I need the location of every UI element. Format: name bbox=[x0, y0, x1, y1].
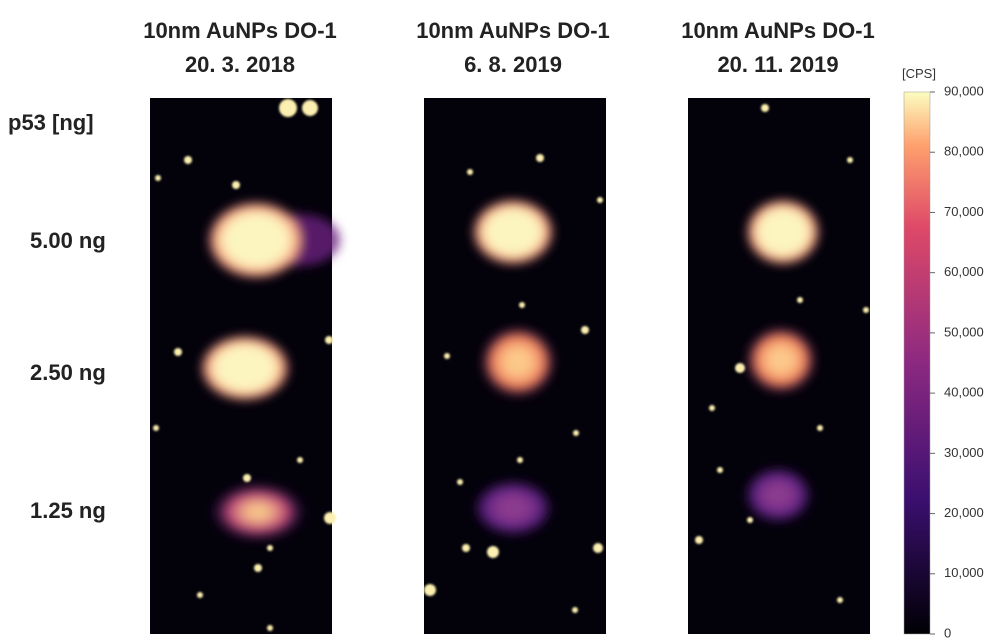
panel-title: 10nm AuNPs DO-1 bbox=[416, 18, 610, 43]
tick-label: 30,000 bbox=[944, 445, 984, 460]
tick-label: 20,000 bbox=[944, 505, 984, 520]
tick-label: 80,000 bbox=[944, 144, 984, 159]
panel-title: 10nm AuNPs DO-1 bbox=[681, 18, 875, 43]
panel-title: 20. 11. 2019 bbox=[717, 52, 838, 77]
colorbar bbox=[904, 92, 930, 634]
tick-label: 0 bbox=[944, 625, 951, 640]
image-panel bbox=[424, 98, 606, 634]
row-label: 2.50 ng bbox=[30, 360, 106, 385]
tick-label: 50,000 bbox=[944, 324, 984, 339]
tick-label: 60,000 bbox=[944, 264, 984, 279]
row-label: 5.00 ng bbox=[30, 228, 106, 253]
row-header: p53 [ng] bbox=[8, 110, 94, 135]
tick-label: 90,000 bbox=[944, 83, 984, 98]
panel-title: 10nm AuNPs DO-1 bbox=[143, 18, 337, 43]
figure: 10nm AuNPs DO-1 20. 3. 2018 10nm AuNPs D… bbox=[0, 0, 996, 644]
image-panel bbox=[150, 98, 340, 634]
panel-title: 20. 3. 2018 bbox=[185, 52, 295, 77]
tick-label: 10,000 bbox=[944, 565, 984, 580]
colorbar-ticks: 0 10,000 20,000 30,000 40,000 50,000 60,000 70,… bbox=[930, 83, 984, 640]
tick-label: 40,000 bbox=[944, 385, 984, 400]
panel-title: 6. 8. 2019 bbox=[464, 52, 562, 77]
colorbar-unit: [CPS] bbox=[902, 66, 936, 81]
row-label: 1.25 ng bbox=[30, 498, 106, 523]
image-panel bbox=[688, 98, 870, 634]
tick-label: 70,000 bbox=[944, 204, 984, 219]
